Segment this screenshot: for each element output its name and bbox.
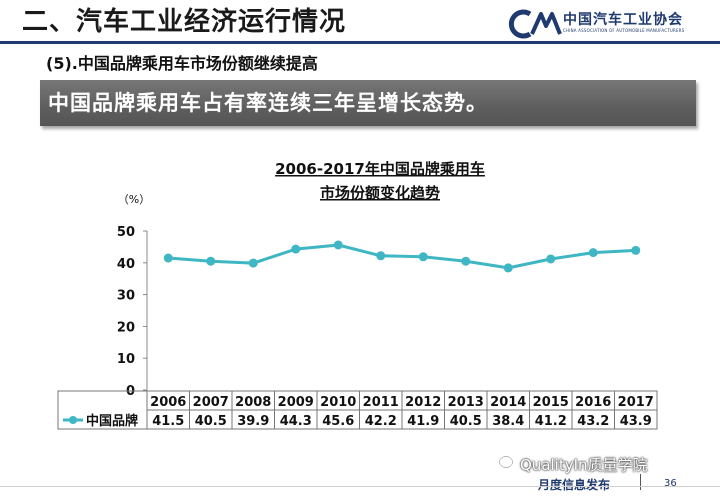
data-value-label: 40.5: [450, 414, 482, 429]
x-category-label: 2013: [448, 395, 484, 410]
data-point: [248, 258, 258, 268]
legend-marker-key: [69, 416, 77, 424]
x-category-label: 2016: [575, 395, 611, 410]
data-value-label: 41.5: [152, 414, 184, 429]
data-point: [291, 244, 301, 254]
data-point: [631, 245, 641, 255]
data-point: [461, 256, 471, 266]
data-point: [546, 254, 556, 264]
y-tick-label: 20: [117, 320, 135, 335]
data-point: [206, 256, 216, 266]
data-value-label: 41.9: [407, 414, 439, 429]
header-divider: [0, 41, 720, 44]
x-category-label: 2009: [278, 395, 314, 410]
footer-label: 月度信息发布: [538, 478, 611, 492]
data-point: [333, 240, 343, 250]
data-point: [376, 251, 386, 261]
x-category-label: 2008: [235, 395, 271, 410]
chart-title-line1: 2006-2017年中国品牌乘用车: [275, 160, 485, 178]
data-value-label: 40.5: [195, 414, 227, 429]
page-number: 36: [664, 478, 677, 489]
data-value-label: 43.9: [620, 414, 652, 429]
x-category-label: 2017: [618, 395, 654, 410]
x-category-label: 2015: [533, 395, 569, 410]
footer-divider: [0, 486, 720, 487]
x-category-label: 2011: [363, 395, 399, 410]
y-tick-label: 50: [117, 225, 135, 240]
footer-separator: [640, 474, 641, 490]
banner-text: 中国品牌乘用车占有率连续三年呈增长态势。: [48, 91, 488, 115]
x-category-label: 2006: [150, 395, 186, 410]
y-axis-unit: （%）: [118, 193, 150, 206]
page-title: 二、汽车工业经济运行情况: [22, 7, 347, 37]
x-category-label: 2012: [405, 395, 441, 410]
logo-text: 中国汽车工业协会: [563, 12, 683, 28]
wechat-icon: [499, 455, 517, 470]
data-point: [163, 253, 173, 263]
data-value-label: 45.6: [322, 414, 354, 429]
data-value-label: 39.9: [237, 414, 269, 429]
data-value-label: 44.3: [280, 414, 312, 429]
series-line-china-brand: [168, 243, 636, 270]
watermark: QualityIn质量学院: [520, 456, 648, 474]
data-value-label: 42.2: [365, 414, 397, 429]
x-category-label: 2010: [320, 395, 356, 410]
legend-series-name: 中国品牌: [86, 413, 138, 429]
data-point: [503, 263, 513, 273]
data-value-label: 43.2: [577, 414, 609, 429]
x-category-label: 2007: [193, 395, 229, 410]
chart-title-line2: 市场份额变化趋势: [320, 184, 440, 202]
y-tick-label: 30: [117, 289, 135, 304]
data-point: [588, 248, 598, 258]
y-tick-label: 10: [117, 352, 135, 367]
x-category-label: 2014: [490, 395, 526, 410]
section-subtitle: (5).中国品牌乘用车市场份额继续提高: [46, 54, 318, 73]
caam-logo-icon: [508, 9, 562, 39]
y-tick-label: 40: [117, 257, 135, 272]
highlight-banner: 中国品牌乘用车占有率连续三年呈增长态势。: [40, 80, 696, 126]
logo-subtext: CHINA ASSOCIATION OF AUTOMOBILE MANUFACT…: [563, 28, 685, 33]
data-value-label: 41.2: [535, 414, 567, 429]
data-point: [418, 252, 428, 262]
data-value-label: 38.4: [492, 414, 524, 429]
